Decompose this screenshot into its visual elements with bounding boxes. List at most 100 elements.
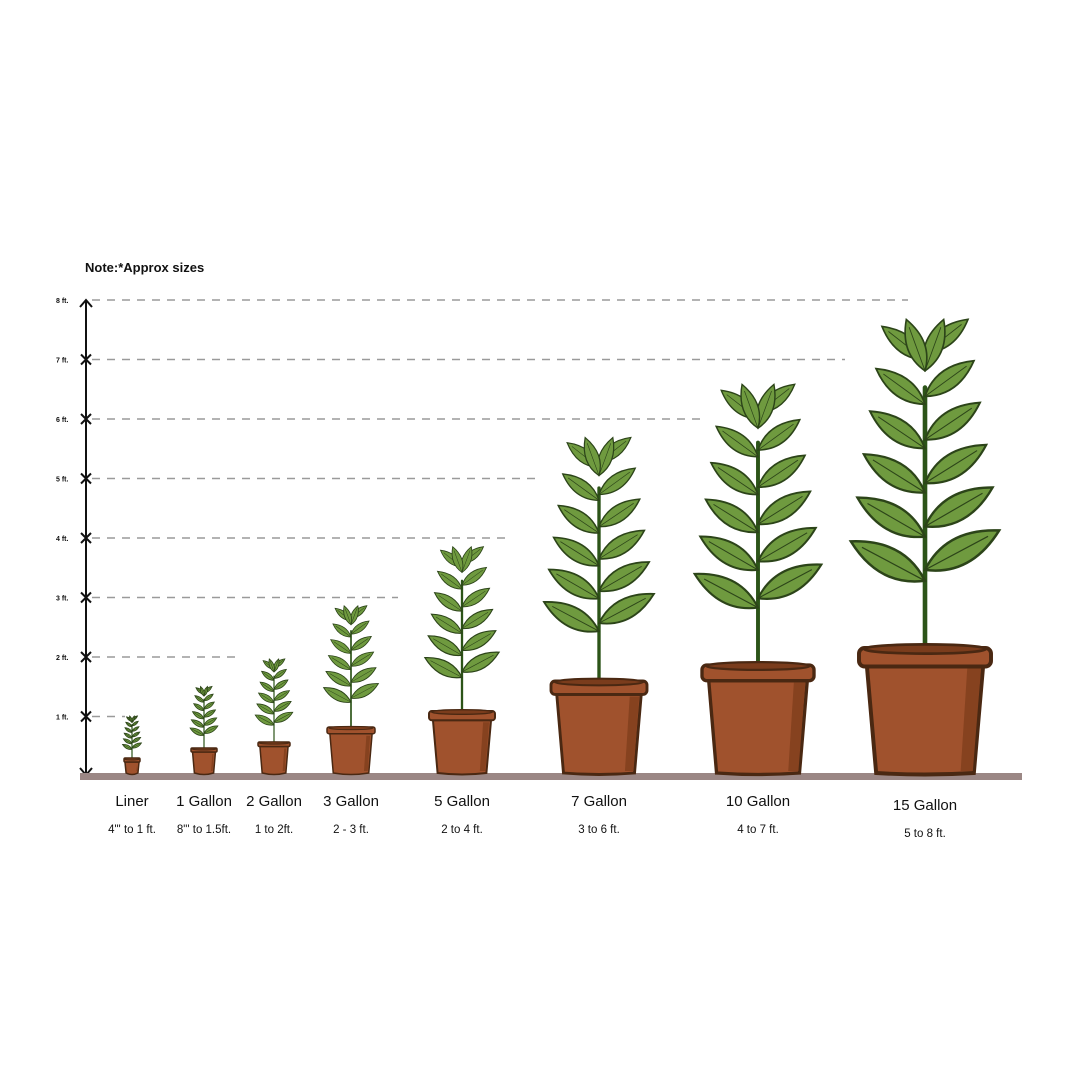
pot-soil xyxy=(862,643,988,655)
pot-soil xyxy=(430,709,494,715)
leaf-vein xyxy=(333,641,352,654)
leaf-vein xyxy=(350,622,367,635)
height-range-label: 2 to 4 ft. xyxy=(441,824,483,836)
leaf-vein xyxy=(350,638,369,651)
leaf-vein xyxy=(598,471,631,495)
leaf-vein xyxy=(329,673,352,687)
leaf-vein xyxy=(203,710,214,718)
leaf-vein xyxy=(435,616,463,634)
leaf-vein xyxy=(196,696,205,703)
leaf-vein xyxy=(598,502,634,527)
leaf-vein xyxy=(269,660,275,672)
pot-shadow xyxy=(363,735,371,771)
leaf-vein xyxy=(203,726,216,734)
pot-size-label: 1 Gallon xyxy=(176,793,232,810)
pot-body xyxy=(706,679,810,777)
leaf-vein xyxy=(273,691,288,701)
leaf-vein xyxy=(344,608,352,625)
pot-shadow xyxy=(960,668,982,771)
leaf-vein xyxy=(757,423,794,451)
leaf-vein xyxy=(327,689,352,703)
leaf-vein xyxy=(598,597,646,624)
leaf-vein xyxy=(131,737,140,743)
pot-shadow xyxy=(479,722,490,771)
pot-size-label: 3 Gallon xyxy=(323,793,379,810)
leaf-vein xyxy=(350,669,373,683)
pot-shadow xyxy=(282,748,287,771)
leaf-vein xyxy=(877,416,926,449)
pot-size-label: 15 Gallon xyxy=(893,797,957,814)
height-range-label: 4"' to 1 ft. xyxy=(108,824,156,836)
ground-bar xyxy=(80,773,1022,780)
pot-body xyxy=(329,732,373,776)
leaf-vein xyxy=(192,728,205,736)
leaf-vein xyxy=(924,365,967,397)
leaf-vein xyxy=(872,459,926,493)
leaf-vein xyxy=(757,390,772,429)
leaf-vein xyxy=(717,467,759,495)
height-range-label: 4 to 7 ft. xyxy=(737,824,779,836)
pot-body xyxy=(555,693,643,776)
leaf-vein xyxy=(263,672,275,681)
axis-arrow-top xyxy=(79,298,93,308)
leaf-vein xyxy=(203,694,212,702)
leaf-vein xyxy=(564,509,600,534)
leaf-vein xyxy=(924,450,978,484)
leaf-vein xyxy=(461,590,486,608)
tick-label-3ft: 3 ft. xyxy=(56,596,69,603)
pot-size-label: 7 Gallon xyxy=(571,793,627,810)
leaf-vein xyxy=(273,713,291,723)
pot-size-label: 5 Gallon xyxy=(434,793,490,810)
leaf-vein xyxy=(461,550,471,573)
pot-body xyxy=(124,761,140,776)
pot-soil xyxy=(705,660,811,672)
leaf-vein xyxy=(757,532,808,562)
leaf-vein xyxy=(129,716,133,723)
leaf-vein xyxy=(908,327,926,371)
leaf-vein xyxy=(125,733,133,739)
plant-15-gallon xyxy=(848,317,1002,777)
leaf-vein xyxy=(438,595,463,612)
leaf-vein xyxy=(123,744,133,750)
height-range-label: 1 to 2ft. xyxy=(255,824,293,836)
leaf-vein xyxy=(461,654,494,673)
tick-label-2ft: 2 ft. xyxy=(56,655,69,662)
pot-size-label: 10 Gallon xyxy=(726,793,790,810)
leaf-vein xyxy=(203,718,215,726)
pot-size-label: Liner xyxy=(115,793,148,810)
leaf-vein xyxy=(453,550,463,573)
leaf-vein xyxy=(257,716,275,726)
leaf-vein xyxy=(433,638,463,656)
pot-soil xyxy=(328,725,374,731)
leaf-vein xyxy=(556,573,600,599)
plant-5-gallon xyxy=(423,545,501,776)
leaf-vein xyxy=(193,720,205,728)
plant-3-gallon xyxy=(322,605,380,776)
leaf-vein xyxy=(203,702,213,710)
height-range-label: 3 to 6 ft. xyxy=(578,824,620,836)
pot-size-label: 2 Gallon xyxy=(246,793,302,810)
height-range-label: 8"' to 1.5ft. xyxy=(177,824,231,836)
plant-10-gallon xyxy=(692,383,824,777)
pot-shadow xyxy=(136,764,138,771)
leaf-vein xyxy=(461,612,489,629)
leaf-vein xyxy=(131,743,141,749)
leaf-vein xyxy=(259,705,275,715)
leaf-vein xyxy=(883,373,926,405)
tick-label-4ft: 4 ft. xyxy=(56,536,69,543)
leaf-vein xyxy=(598,565,642,592)
leaf-vein xyxy=(430,660,463,678)
leaf-vein xyxy=(598,534,638,560)
leaf-vein xyxy=(195,704,205,711)
leaf-vein xyxy=(125,728,133,733)
leaf-vein xyxy=(757,459,799,488)
height-range-label: 5 to 8 ft. xyxy=(904,828,946,840)
leaf-vein xyxy=(924,407,973,441)
pot-body xyxy=(259,745,289,776)
pot-soil xyxy=(258,741,290,745)
leaf-vein xyxy=(350,608,358,625)
pot-shadow xyxy=(788,682,806,771)
tick-label-1ft: 1 ft. xyxy=(56,715,69,722)
leaf-vein xyxy=(552,605,600,632)
